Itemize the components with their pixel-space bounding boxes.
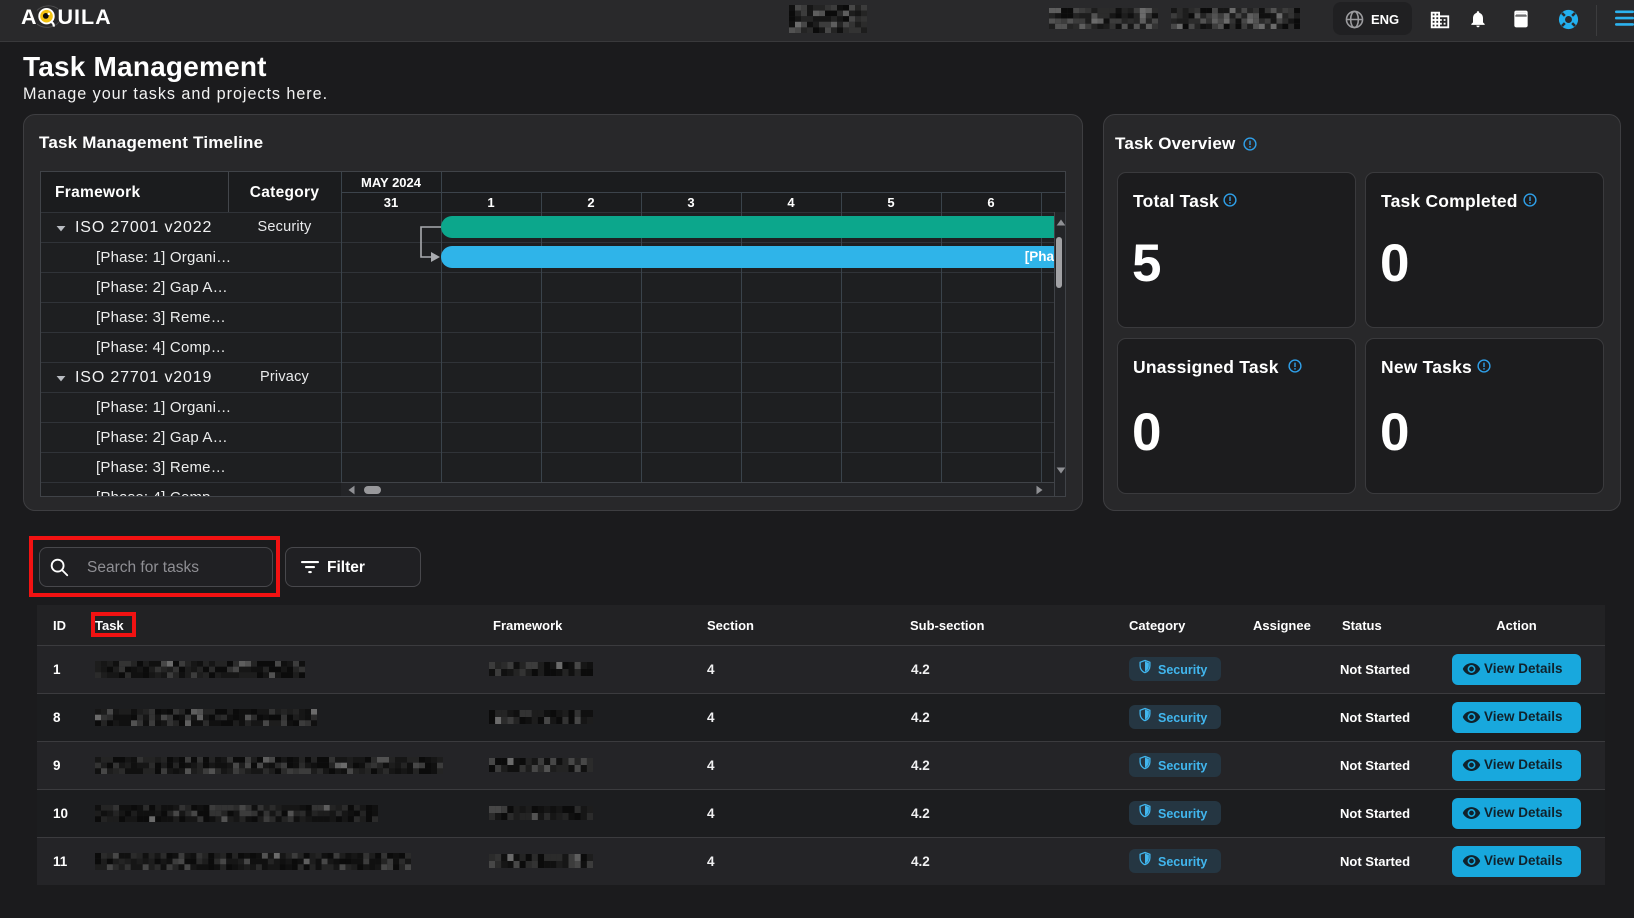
svg-text:UILA: UILA [58, 5, 112, 29]
svg-text:A: A [21, 5, 37, 29]
